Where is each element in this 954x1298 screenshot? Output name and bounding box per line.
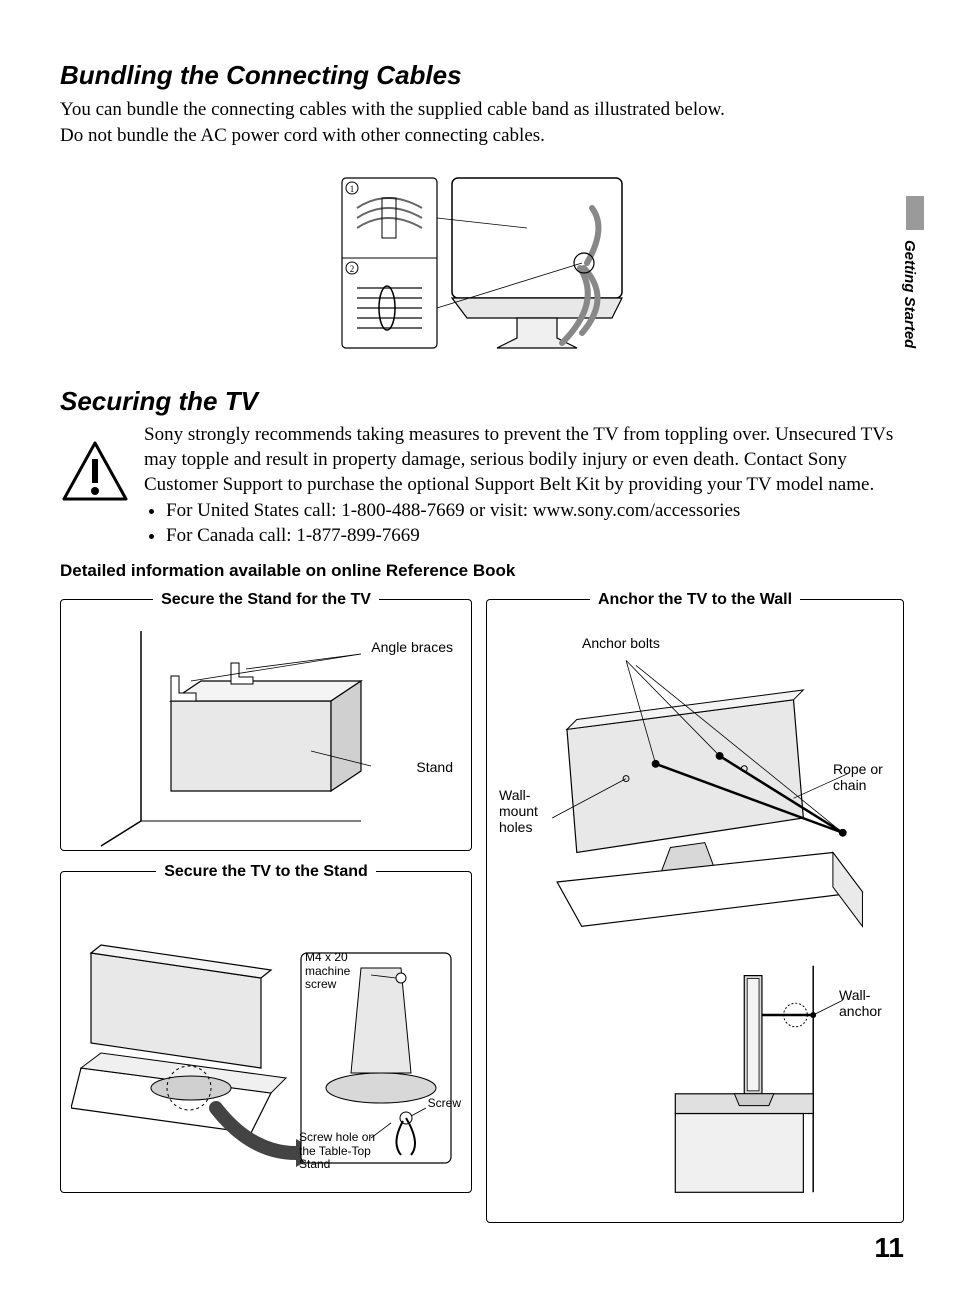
panel-secure-tv-stand: Secure the TV to the Stand xyxy=(60,863,472,1193)
panel-c-diagram xyxy=(497,621,893,1212)
panel-c-legend: Anchor the TV to the Wall xyxy=(590,591,800,609)
label-screw: Screw xyxy=(428,1097,461,1111)
label-wall-mount-holes: Wall-mount holes xyxy=(499,787,549,835)
panel-b-diagram xyxy=(71,893,461,1193)
securing-warning-text: Sony strongly recommends taking measures… xyxy=(144,424,893,494)
page-number: 11 xyxy=(874,1232,904,1264)
label-angle-braces: Angle braces xyxy=(371,639,453,655)
panel-a-legend: Secure the Stand for the TV xyxy=(153,591,379,609)
panel-a-diagram xyxy=(71,621,461,851)
svg-text:2: 2 xyxy=(350,264,355,274)
bundling-title: Bundling the Connecting Cables xyxy=(60,60,904,91)
label-stand: Stand xyxy=(416,759,453,775)
panel-b-legend: Secure the TV to the Stand xyxy=(156,863,376,881)
bundling-para-1: You can bundle the connecting cables wit… xyxy=(60,97,904,123)
label-anchor-bolts: Anchor bolts xyxy=(582,635,660,651)
cable-diagram-container: 1 2 xyxy=(60,168,904,368)
securing-title: Securing the TV xyxy=(60,386,904,417)
section-tab-mark xyxy=(906,196,924,230)
cable-bundle-diagram: 1 2 xyxy=(332,168,632,368)
warning-icon xyxy=(60,439,130,548)
label-screw-hole: Screw hole on the Table-Top Stand xyxy=(299,1131,389,1172)
reference-subheading: Detailed information available on online… xyxy=(60,561,904,581)
panel-anchor-wall: Anchor the TV to the Wall xyxy=(486,591,904,1223)
bullet-us: For United States call: 1-800-488-7669 o… xyxy=(166,499,904,524)
bundling-para-2: Do not bundle the AC power cord with oth… xyxy=(60,123,904,149)
panel-secure-stand: Secure the Stand for the TV Angle braces xyxy=(60,591,472,851)
label-m4-screw: M4 x 20 machine screw xyxy=(305,951,361,992)
label-wall-anchor: Wall-anchor xyxy=(839,987,891,1019)
label-rope-chain: Rope or chain xyxy=(833,761,891,793)
bullet-canada: For Canada call: 1-877-899-7669 xyxy=(166,524,904,549)
svg-text:1: 1 xyxy=(350,184,355,194)
section-tab-label: Getting Started xyxy=(901,240,918,348)
